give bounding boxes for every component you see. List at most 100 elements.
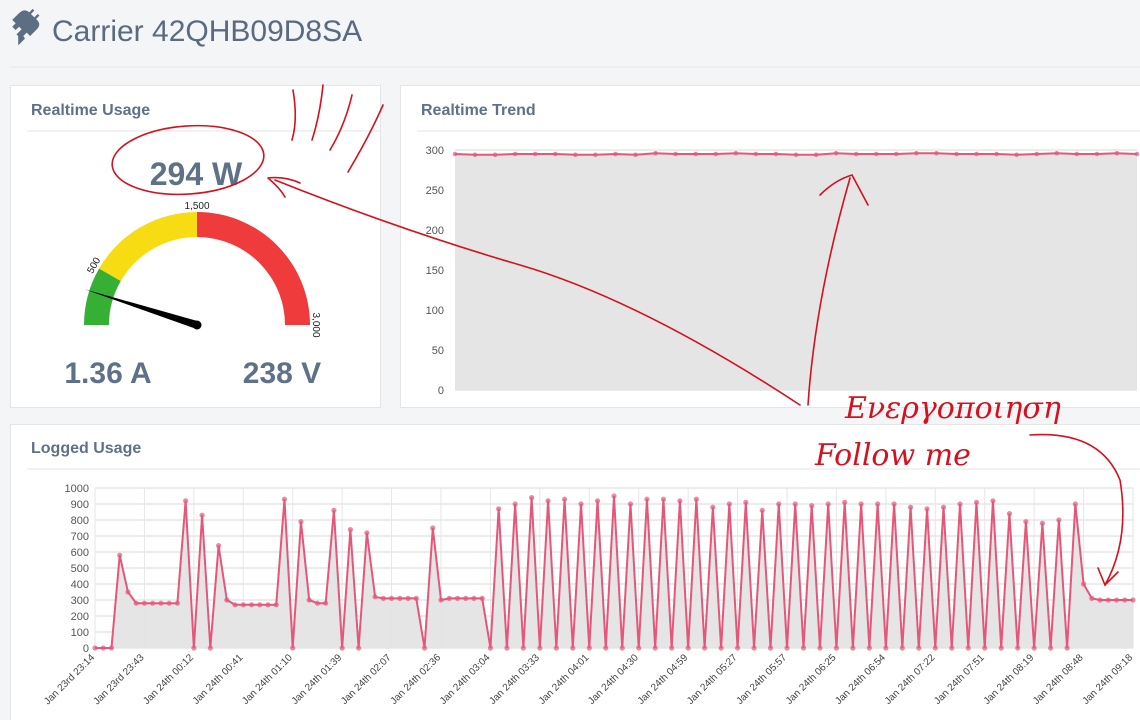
point [685,645,691,651]
point [998,645,1004,651]
point [496,506,502,512]
y-tick-label: 0 [83,643,89,655]
power-reading: 294 W [150,156,243,192]
y-tick-label: 1000 [65,483,89,495]
point [108,645,115,651]
point [883,645,889,651]
point [940,504,947,510]
panel-title: Realtime Trend [421,102,536,119]
point [914,150,919,156]
point [891,501,897,507]
point [224,597,230,603]
point [1122,597,1128,603]
point [875,501,881,507]
point [726,501,732,507]
y-tick-label: 300 [71,595,89,607]
point [949,645,955,651]
point [1080,581,1087,587]
y-tick-label: 900 [71,499,89,511]
point [817,645,823,651]
point [158,600,164,606]
point [734,645,741,651]
y-tick-label: 200 [71,611,89,623]
annotation: Ενεργοποιηση [844,391,1061,426]
point [759,507,765,513]
point [532,151,538,157]
point [833,645,840,651]
point [713,151,719,157]
point [405,595,411,602]
point [1094,151,1100,157]
point [248,602,255,608]
point [1006,510,1013,517]
point [573,152,578,158]
point [331,507,337,513]
gauge-tick-label: 3,000 [310,312,321,337]
panel [10,85,381,408]
annotation: Follow me [814,438,971,473]
point [957,501,963,507]
point [973,499,980,505]
point [578,501,584,507]
point [463,595,469,602]
point [1014,152,1019,158]
point [1039,520,1045,526]
point [586,645,592,651]
y-tick-label: 250 [426,185,444,197]
point [183,498,189,504]
point [611,493,617,499]
point [314,600,321,606]
point [784,645,790,651]
point [537,645,543,651]
point [593,152,598,158]
point [1034,151,1040,157]
point [1023,519,1029,525]
plug-icon [12,8,40,46]
point [660,496,667,502]
point [323,600,329,606]
point [1114,150,1120,156]
point [232,602,238,608]
point [842,499,848,505]
point [893,151,899,157]
point [92,645,98,651]
point [934,150,939,156]
point [133,600,139,606]
point [281,496,288,502]
point [1015,645,1021,651]
point [733,150,739,156]
point [644,496,650,502]
point [773,151,779,157]
point [504,645,510,651]
point [776,501,782,507]
point [380,595,386,602]
y-tick-label: 150 [426,265,444,277]
point [388,595,395,602]
annotation-ink [111,84,1124,587]
gauge-band [99,212,197,281]
point [364,530,370,536]
point [669,645,675,651]
point [150,600,156,606]
point [924,506,930,512]
area [95,496,1133,648]
point [290,645,296,651]
gauge-band [84,268,121,325]
point [594,498,601,504]
point [1097,597,1103,603]
point [472,152,478,158]
y-tick-label: 800 [71,515,89,527]
point [990,498,996,504]
point [471,595,477,602]
point [207,645,213,651]
point [619,645,625,651]
point [653,150,658,156]
point [545,498,551,504]
y-tick-label: 100 [426,305,444,317]
voltage-reading: 238 V [243,357,321,390]
point [813,152,819,158]
point [954,151,959,157]
point [492,152,498,158]
point [873,151,879,157]
panel-title: Realtime Usage [31,102,150,119]
